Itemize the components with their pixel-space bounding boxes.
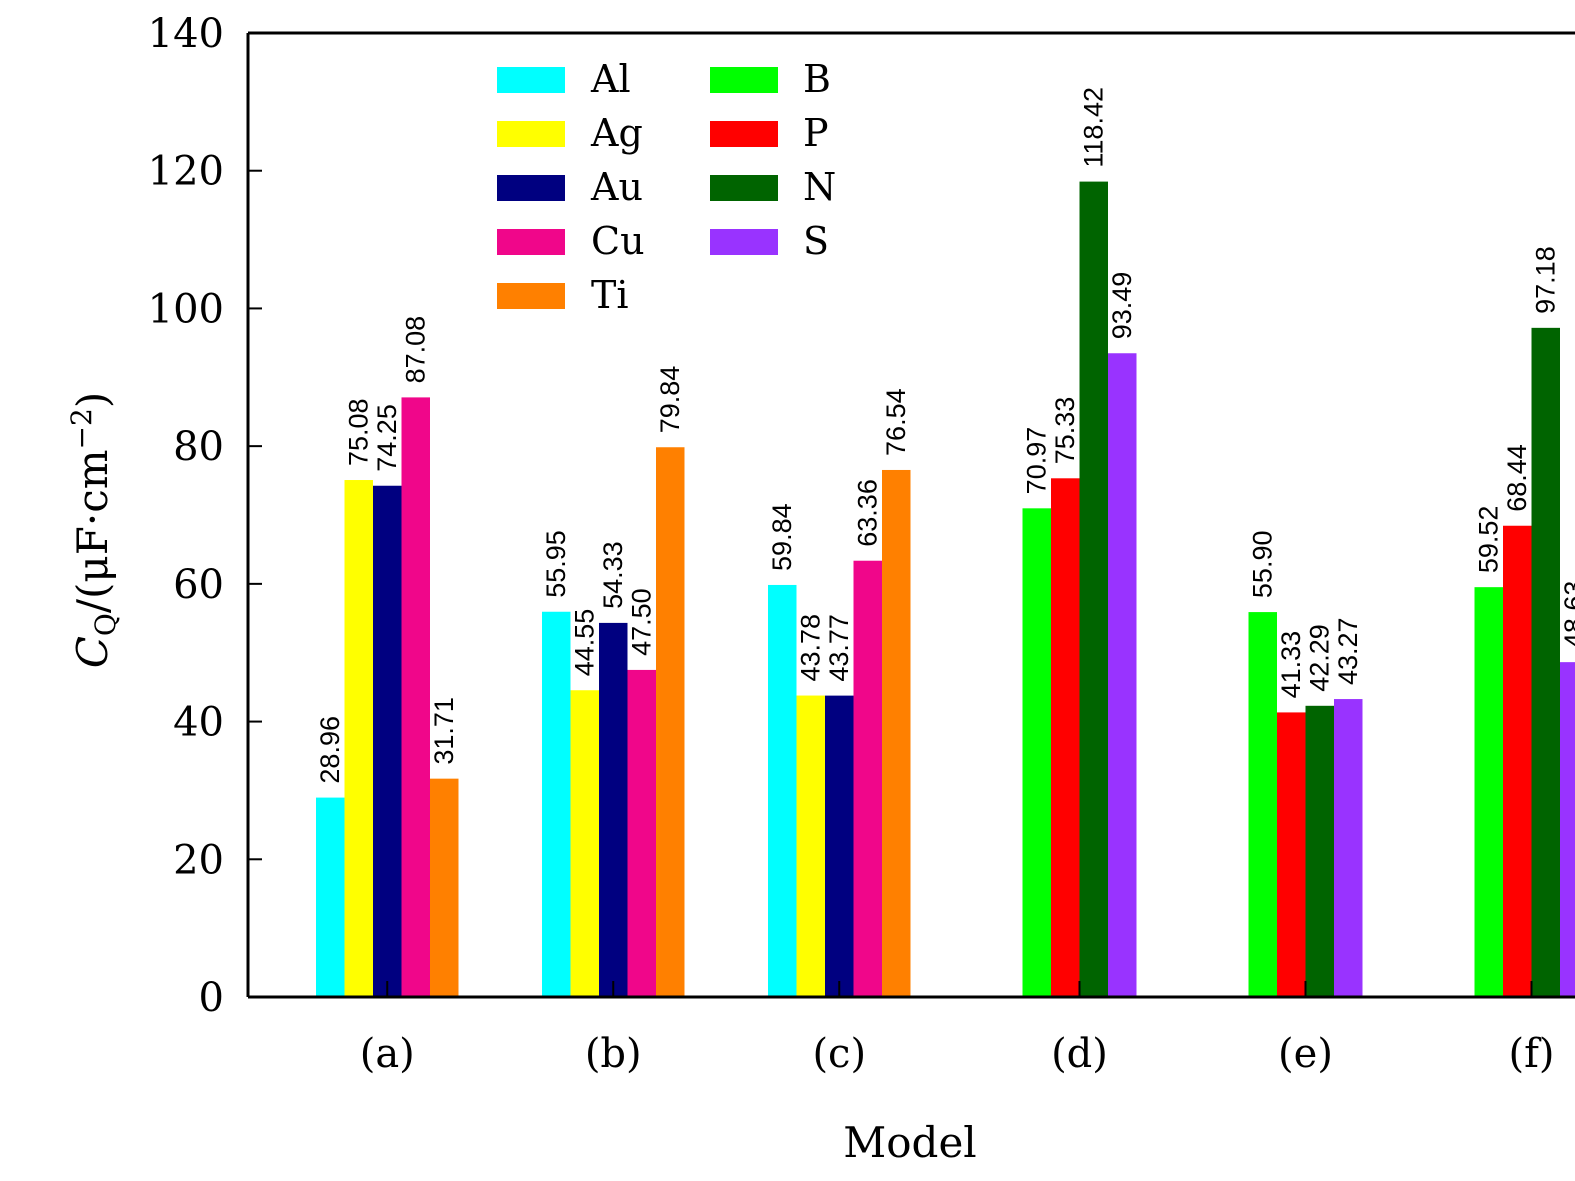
bar-b-al: [542, 611, 571, 997]
y-tick-label: 20: [173, 837, 224, 883]
data-label: 79.84: [655, 366, 685, 434]
data-label: 43.27: [1333, 617, 1363, 685]
legend-label-au: Au: [590, 165, 643, 209]
legend-swatch-ti: [497, 283, 565, 309]
bar-d-p: [1051, 478, 1080, 997]
data-label: 63.36: [853, 479, 883, 547]
x-category-label: (e): [1278, 1031, 1333, 1077]
data-label: 55.95: [541, 530, 571, 598]
bar-f-p: [1503, 525, 1532, 997]
bar-f-b: [1474, 587, 1503, 997]
y-axis-title-symbol: C: [68, 636, 117, 668]
data-label: 59.84: [767, 503, 797, 571]
data-label: 41.33: [1276, 631, 1306, 699]
x-category-label: (b): [585, 1031, 642, 1077]
data-label: 76.54: [881, 388, 911, 456]
axes: 0 20 40 60 80 100 120 140 (a) (b) (c) (d) (e) (f): [148, 11, 1575, 1077]
x-axis-title: Model: [843, 1118, 976, 1167]
bar-c-au: [825, 695, 854, 997]
x-category-label: (c): [812, 1031, 866, 1077]
data-label: 28.96: [315, 716, 345, 784]
data-label: 118.42: [1079, 87, 1109, 168]
data-label: 47.50: [627, 588, 657, 656]
legend-swatch-au: [497, 175, 565, 201]
y-axis-title-close: ): [68, 392, 117, 408]
y-tick-label: 120: [148, 149, 224, 195]
data-label: 59.52: [1474, 506, 1504, 574]
bar-e-b: [1248, 612, 1277, 997]
bar-c-ag: [796, 695, 825, 997]
legend-swatch-ag: [497, 121, 565, 147]
y-tick-label: 80: [173, 424, 224, 470]
y-tick-label: 40: [173, 700, 224, 746]
legend-swatch-b: [710, 67, 778, 93]
y-axis-title-subscript: Q: [89, 613, 122, 636]
bar-a-cu: [401, 397, 430, 998]
legend-label-ti: Ti: [591, 273, 629, 317]
bar-b-ag: [570, 690, 599, 997]
legend-label-cu: Cu: [591, 219, 645, 263]
data-label: 55.90: [1248, 531, 1278, 599]
bar-f-s: [1560, 662, 1575, 997]
data-label: 70.97: [1022, 427, 1052, 495]
data-label: 31.71: [429, 697, 459, 765]
bar-f-n: [1531, 327, 1560, 997]
y-tick-label: 0: [199, 975, 224, 1021]
legend-swatch-al: [497, 67, 565, 93]
bar-e-p: [1277, 712, 1306, 997]
bar-b-au: [599, 622, 628, 997]
data-label: 75.33: [1050, 397, 1080, 465]
data-label: 44.55: [570, 609, 600, 677]
legend-label-s: S: [803, 219, 829, 263]
legend-swatch-n: [710, 175, 778, 201]
data-label: 74.25: [372, 404, 402, 472]
bar-d-n: [1079, 181, 1108, 997]
legend-label-n: N: [803, 165, 836, 209]
legend-label-al: Al: [590, 57, 631, 101]
bar-d-s: [1108, 353, 1137, 997]
bars: [316, 181, 1575, 998]
bar-c-al: [768, 584, 797, 997]
bar-b-cu: [627, 669, 656, 997]
legend-swatch-p: [710, 121, 778, 147]
bar-a-au: [373, 485, 402, 997]
x-category-label: (d): [1051, 1031, 1108, 1077]
data-label: 43.77: [824, 614, 854, 682]
x-category-label: (f): [1508, 1031, 1554, 1077]
bar-a-ag: [344, 480, 373, 997]
legend-label-b: B: [803, 57, 831, 101]
data-label: 68.44: [1502, 444, 1532, 512]
data-label: 87.08: [401, 316, 431, 384]
bar-a-al: [316, 797, 345, 997]
bar-e-s: [1334, 699, 1363, 997]
y-axis-title-superscript: −2: [65, 408, 98, 449]
data-label: 54.33: [598, 541, 628, 609]
data-label: 43.78: [796, 614, 826, 682]
y-tick-label: 100: [148, 286, 224, 332]
data-label: 97.18: [1531, 246, 1561, 314]
bar-a-ti: [430, 778, 459, 997]
legend-label-p: P: [803, 111, 829, 155]
legend-swatch-cu: [497, 229, 565, 255]
bar-b-ti: [656, 447, 685, 997]
y-tick-label: 60: [173, 562, 224, 608]
data-label: 93.49: [1107, 272, 1137, 340]
legend-swatch-s: [710, 229, 778, 255]
legend-label-ag: Ag: [590, 111, 643, 155]
bar-c-ti: [882, 469, 911, 998]
y-axis-title: CQ/(μF·cm−2): [65, 392, 122, 668]
bar-c-cu: [853, 560, 882, 997]
data-label: 42.29: [1305, 624, 1335, 692]
y-axis-title-unit: /(μF·cm: [68, 449, 117, 613]
data-label: 75.08: [344, 398, 374, 466]
data-label: 48.63: [1559, 581, 1575, 649]
bar-d-b: [1022, 508, 1051, 997]
y-tick-label: 140: [148, 11, 224, 57]
x-category-label: (a): [360, 1031, 415, 1077]
bar-e-n: [1305, 705, 1334, 997]
